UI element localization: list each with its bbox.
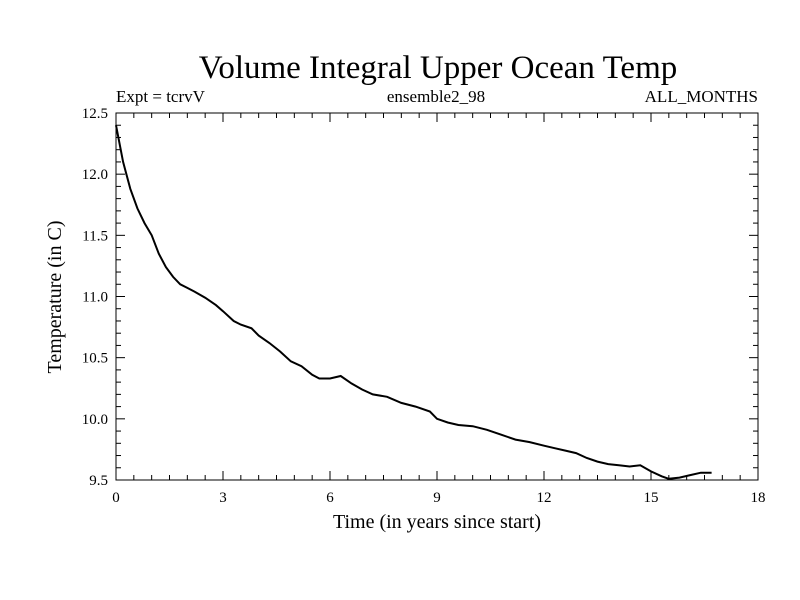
- experiment-label: Expt = tcrvV: [116, 87, 206, 106]
- y-tick-label: 12.0: [82, 167, 108, 183]
- months-label: ALL_MONTHS: [645, 87, 758, 106]
- y-axis-label: Temperature (in C): [44, 221, 66, 374]
- chart-title: Volume Integral Upper Ocean Temp: [199, 50, 677, 86]
- y-tick-label: 11.5: [82, 228, 108, 244]
- y-tick-label: 12.5: [82, 106, 108, 122]
- y-tick-label: 11.0: [82, 290, 108, 306]
- x-tick-label: 6: [326, 490, 334, 506]
- plot-frame: [115, 112, 759, 481]
- x-tick-label: 9: [433, 490, 441, 506]
- ensemble-label: ensemble2_98: [387, 87, 485, 106]
- x-axis-label: Time (in years since start): [333, 511, 541, 533]
- x-tick-label: 15: [644, 490, 659, 506]
- y-tick-label: 10.5: [82, 351, 108, 367]
- x-tick-label: 18: [751, 490, 766, 506]
- y-tick-label: 9.5: [89, 473, 108, 489]
- temperature-series-line: [115, 125, 712, 480]
- y-tick-label: 10.0: [82, 412, 108, 428]
- x-tick-label: 3: [219, 490, 227, 506]
- x-tick-label: 12: [537, 490, 552, 506]
- x-tick-label: 0: [112, 490, 120, 506]
